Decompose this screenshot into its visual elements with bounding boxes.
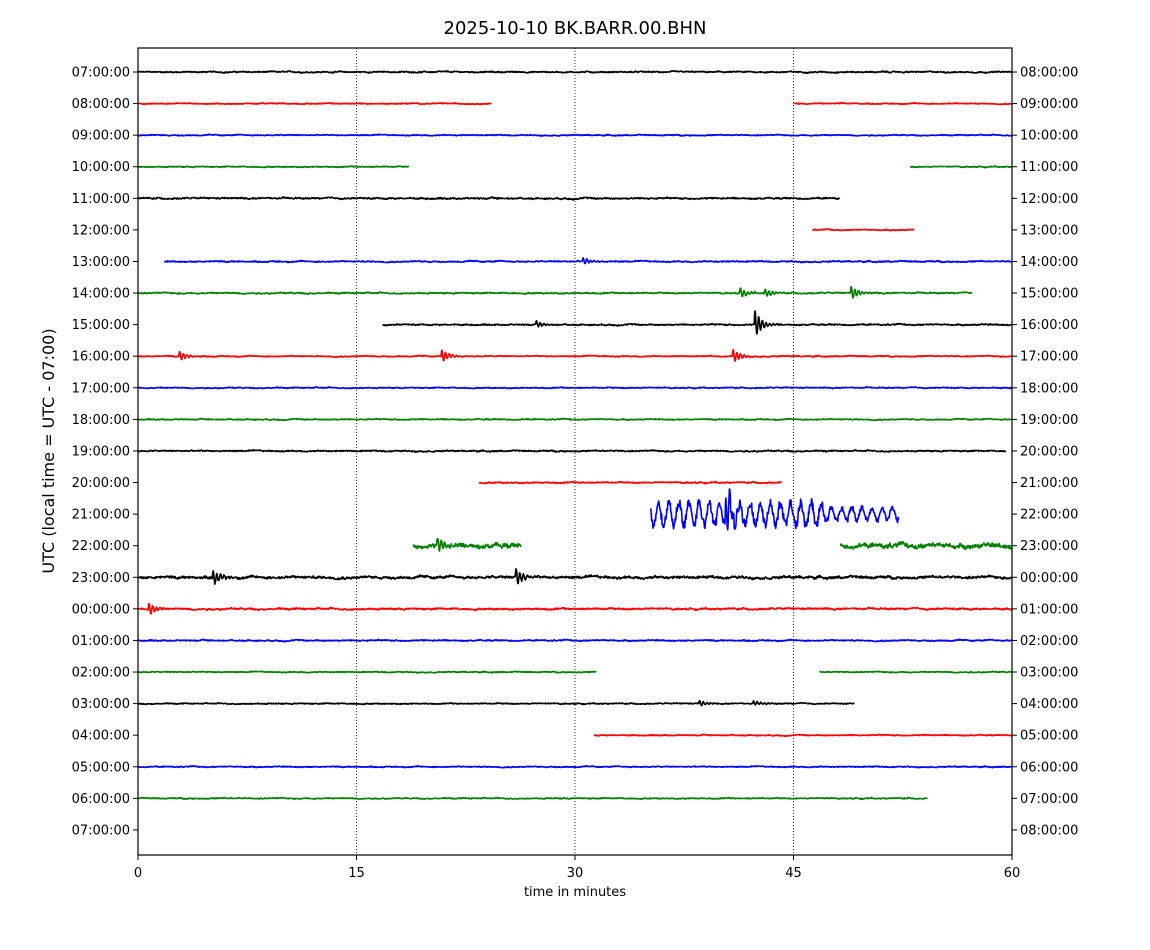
right-time-label: 09:00:00: [1020, 97, 1078, 112]
trace-110000: [137, 196, 841, 201]
right-time-label: 22:00:00: [1020, 508, 1078, 523]
right-time-label: 18:00:00: [1020, 381, 1078, 396]
right-time-label: 19:00:00: [1020, 413, 1078, 428]
left-time-label: 20:00:00: [72, 476, 130, 491]
left-time-label: 23:00:00: [72, 571, 130, 586]
x-tick-label: 45: [785, 866, 802, 881]
trace-190000: [137, 449, 1007, 453]
left-time-label: 11:00:00: [72, 192, 130, 207]
right-time-label: 14:00:00: [1020, 255, 1078, 270]
trace-220000: [839, 540, 1013, 550]
right-time-label: 04:00:00: [1020, 697, 1078, 712]
left-time-label: 09:00:00: [72, 129, 130, 144]
right-time-label: 10:00:00: [1020, 129, 1078, 144]
trace-030000: [137, 700, 855, 707]
x-axis-label: time in minutes: [524, 885, 626, 900]
left-tick-labels: 07:00:00 08:00:00 09:00:00 10:00:00 11:00:00…: [72, 66, 138, 838]
trace-210000: [649, 488, 900, 531]
trace-010000: [137, 638, 1013, 643]
right-time-label: 15:00:00: [1020, 287, 1078, 302]
right-time-label: 05:00:00: [1020, 729, 1078, 744]
left-time-label: 04:00:00: [72, 729, 130, 744]
x-tick-labels: 0 15 30 45 60: [134, 855, 1020, 881]
x-tick-label: 60: [1004, 866, 1021, 881]
left-time-label: 21:00:00: [72, 508, 130, 523]
left-time-label: 22:00:00: [72, 539, 130, 554]
left-time-label: 18:00:00: [72, 413, 130, 428]
left-time-label: 17:00:00: [72, 381, 130, 396]
right-time-label: 16:00:00: [1020, 318, 1078, 333]
left-time-label: 03:00:00: [72, 697, 130, 712]
left-time-label: 19:00:00: [72, 444, 130, 459]
trace-120000: [811, 228, 915, 232]
x-tick-label: 15: [348, 866, 365, 881]
trace-080000: [793, 101, 1013, 106]
left-time-label: 07:00:00: [72, 66, 130, 81]
left-time-label: 16:00:00: [72, 350, 130, 365]
left-time-label: 15:00:00: [72, 318, 130, 333]
trace-200000: [478, 480, 783, 485]
y-axis-label: UTC (local time = UTC - 07:00): [39, 328, 58, 573]
trace-100000: [137, 165, 410, 169]
chart-title: 2025-10-10 BK.BARR.00.BHN: [444, 18, 707, 39]
right-time-label: 20:00:00: [1020, 444, 1078, 459]
trace-050000: [137, 765, 1013, 769]
right-time-label: 01:00:00: [1020, 602, 1078, 617]
trace-100000: [909, 165, 1013, 169]
right-time-label: 17:00:00: [1020, 350, 1078, 365]
right-time-label: 02:00:00: [1020, 634, 1078, 649]
right-time-label: 08:00:00: [1020, 823, 1078, 838]
right-time-label: 08:00:00: [1020, 66, 1078, 81]
trace-060000: [137, 796, 928, 801]
left-time-label: 00:00:00: [72, 602, 130, 617]
trace-220000: [412, 537, 522, 552]
left-time-label: 14:00:00: [72, 287, 130, 302]
left-time-label: 01:00:00: [72, 634, 130, 649]
trace-070000: [137, 70, 1013, 75]
right-time-label: 03:00:00: [1020, 666, 1078, 681]
trace-170000: [137, 386, 1012, 390]
left-time-label: 07:00:00: [72, 823, 130, 838]
trace-020000: [137, 670, 597, 674]
trace-090000: [137, 133, 1012, 137]
trace-020000: [819, 670, 1012, 674]
right-time-label: 11:00:00: [1020, 160, 1078, 175]
right-time-label: 23:00:00: [1020, 539, 1078, 554]
left-time-label: 06:00:00: [72, 792, 130, 807]
right-time-label: 21:00:00: [1020, 476, 1078, 491]
trace-180000: [137, 417, 1012, 422]
trace-080000: [137, 102, 492, 106]
left-time-label: 10:00:00: [72, 160, 130, 175]
trace-150000: [382, 310, 1012, 335]
trace-140000: [137, 285, 973, 299]
x-tick-label: 30: [567, 866, 584, 881]
left-time-label: 08:00:00: [72, 97, 130, 112]
trace-040000: [593, 733, 1013, 737]
right-time-label: 12:00:00: [1020, 192, 1078, 207]
trace-230000: [137, 568, 1013, 585]
right-time-label: 00:00:00: [1020, 571, 1078, 586]
right-tick-labels: 08:00:00 09:00:00 10:00:00 11:00:00 12:00:00…: [1012, 66, 1078, 838]
x-tick-label: 0: [134, 866, 142, 881]
left-time-label: 12:00:00: [72, 223, 130, 238]
trace-130000: [163, 257, 1013, 265]
trace-000000: [137, 603, 1013, 615]
right-time-label: 07:00:00: [1020, 792, 1078, 807]
grid-lines: [356, 48, 794, 855]
traces: [137, 70, 1013, 801]
trace-160000: [137, 348, 1012, 362]
right-time-label: 06:00:00: [1020, 760, 1078, 775]
left-time-label: 02:00:00: [72, 666, 130, 681]
left-time-label: 05:00:00: [72, 760, 130, 775]
right-time-label: 13:00:00: [1020, 223, 1078, 238]
left-time-label: 13:00:00: [72, 255, 130, 270]
